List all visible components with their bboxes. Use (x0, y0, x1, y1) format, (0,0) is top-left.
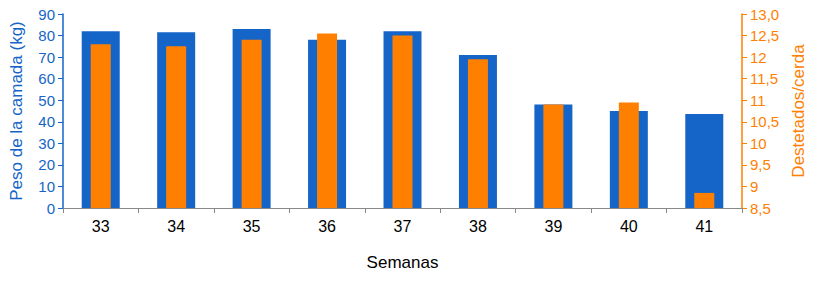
svg-text:30: 30 (38, 135, 55, 152)
svg-text:90: 90 (38, 6, 55, 23)
svg-text:9,5: 9,5 (750, 156, 771, 173)
svg-text:Destetados/cerda: Destetados/cerda (789, 44, 808, 178)
svg-text:34: 34 (167, 218, 185, 235)
svg-text:33: 33 (92, 218, 110, 235)
svg-text:35: 35 (243, 218, 261, 235)
svg-text:12: 12 (750, 49, 767, 66)
svg-text:9: 9 (750, 178, 758, 195)
svg-text:13,0: 13,0 (750, 6, 779, 23)
svg-text:60: 60 (38, 70, 55, 87)
svg-text:41: 41 (695, 218, 713, 235)
svg-text:38: 38 (469, 218, 487, 235)
svg-text:0: 0 (47, 200, 55, 217)
svg-text:40: 40 (38, 113, 55, 130)
svg-text:36: 36 (318, 218, 336, 235)
svg-text:37: 37 (394, 218, 412, 235)
svg-text:70: 70 (38, 49, 55, 66)
svg-text:12,5: 12,5 (750, 27, 779, 44)
svg-text:39: 39 (544, 218, 562, 235)
svg-text:40: 40 (620, 218, 638, 235)
svg-text:Peso de la camada (kg): Peso de la camada (kg) (7, 21, 26, 201)
svg-text:10,5: 10,5 (750, 113, 779, 130)
svg-text:80: 80 (38, 27, 55, 44)
svg-text:11,5: 11,5 (750, 70, 778, 87)
svg-text:20: 20 (38, 156, 55, 173)
svg-text:10: 10 (38, 178, 55, 195)
svg-text:50: 50 (38, 92, 55, 109)
svg-text:8,5: 8,5 (750, 200, 771, 217)
svg-text:11: 11 (750, 92, 766, 109)
svg-text:10: 10 (750, 135, 767, 152)
svg-text:Semanas: Semanas (367, 253, 439, 272)
